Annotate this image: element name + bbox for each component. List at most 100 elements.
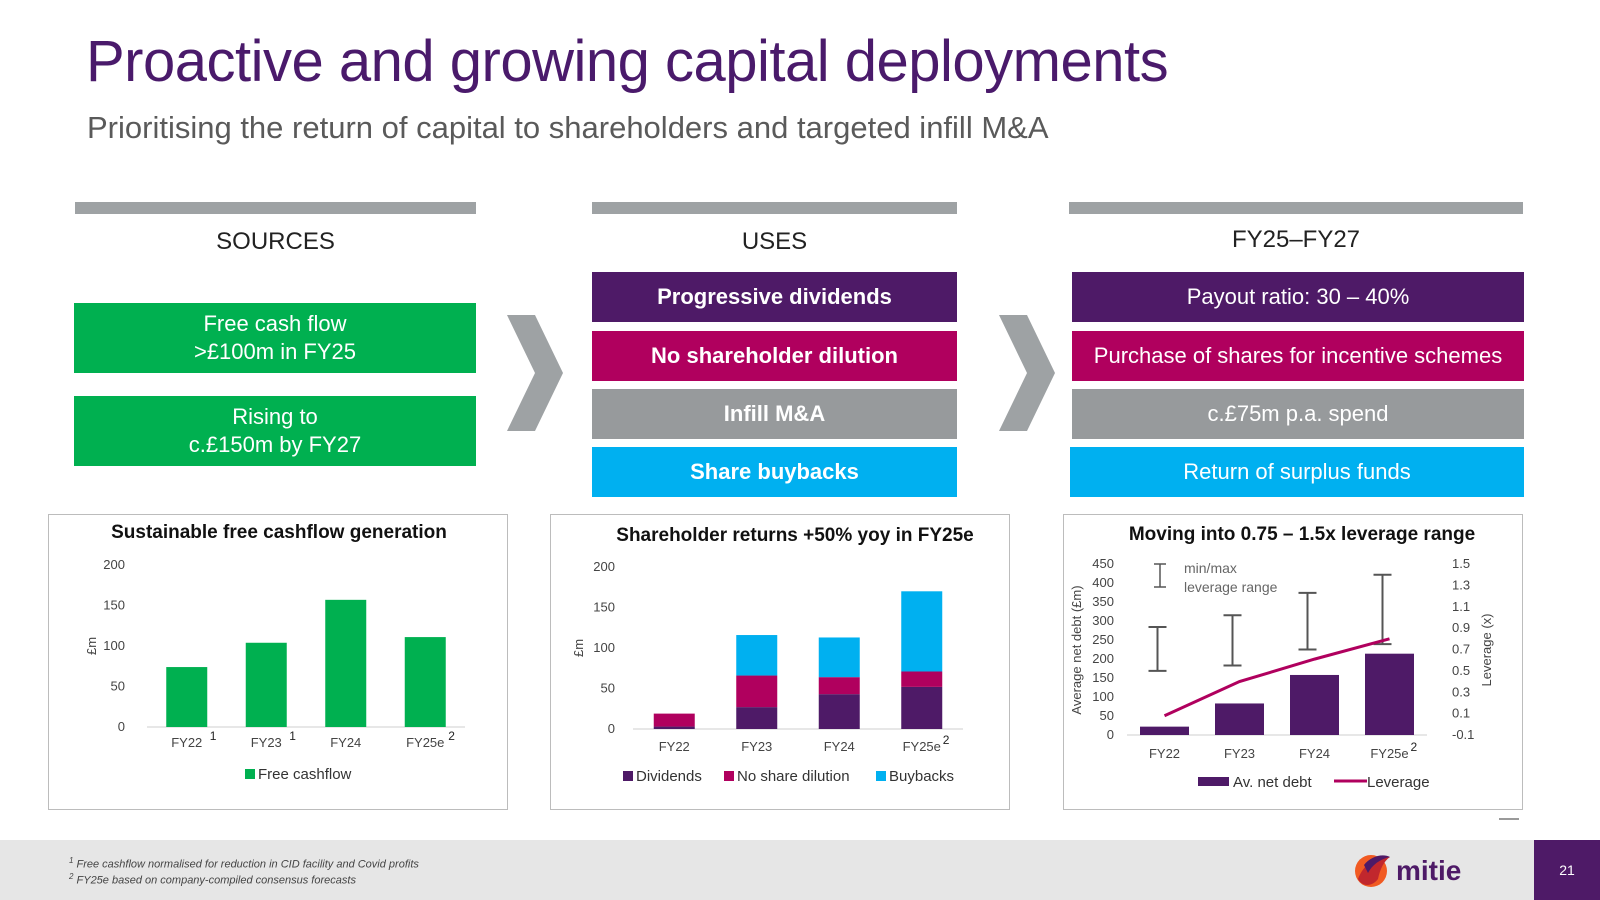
bar-dividends [818, 694, 860, 729]
page-number: 21 [1534, 840, 1600, 900]
chevron-right-icon [507, 315, 563, 431]
rising-to-line2: c.£150m by FY27 [188, 432, 362, 457]
y-tick-label: 200 [103, 557, 125, 572]
bar-av-net-debt [1140, 726, 1189, 735]
y-tick-label: 150 [103, 598, 125, 613]
uses-heading: USES [741, 228, 808, 255]
y-tick-label: 200 [1092, 651, 1114, 666]
x-tick-label: FY25e [406, 735, 444, 750]
x-tick-superscript: 1 [210, 729, 217, 743]
x-tick-label: FY22 [659, 739, 690, 754]
bar-av-net-debt [1365, 653, 1414, 735]
divider-dash [1499, 818, 1519, 820]
y2-axis-label: Leverage (x) [1479, 614, 1494, 687]
y-tick-label: 0 [1107, 727, 1114, 742]
y-tick-label: 50 [111, 679, 125, 694]
leverage-chart-panel: Moving into 0.75 – 1.5x leverage range 0 5… [1063, 514, 1523, 810]
x-tick-superscript: 2 [448, 729, 455, 743]
free-cashflow-chart: Sustainable free cashflow generation 0 50 1… [84, 522, 465, 783]
legend-label-leverage: Leverage [1367, 774, 1430, 791]
y-tick-label: 250 [1092, 632, 1114, 647]
legend-range-label-line1: min/max [1184, 560, 1237, 576]
chart-title: Moving into 0.75 – 1.5x leverage range [1129, 524, 1475, 545]
x-tick-label: FY24 [330, 735, 361, 750]
leverage-chart: Moving into 0.75 – 1.5x leverage range 0 5… [1069, 524, 1494, 791]
y-tick-label: 50 [601, 681, 615, 696]
y-tick-label: 350 [1092, 594, 1114, 609]
x-tick-label: FY23 [251, 735, 282, 750]
page-subtitle: Prioritising the return of capital to sh… [87, 110, 1049, 145]
y-tick-label: 0 [118, 719, 125, 734]
uses-item-share-buybacks: Share buybacks [592, 447, 957, 497]
target-item-purchase-shares: Purchase of shares for incentive schemes [1072, 331, 1524, 381]
bar-no-share-dilution [901, 671, 943, 687]
x-tick-label: FY23 [741, 739, 772, 754]
target-item-surplus-funds: Return of surplus funds [1070, 447, 1524, 497]
x-tick-superscript: 2 [1411, 740, 1418, 754]
uses-item-no-shareholder-dilution: No shareholder dilution [592, 331, 957, 381]
mitie-logo: mitie [1355, 855, 1461, 887]
y2-tick-label: 1.3 [1452, 577, 1470, 592]
free-cash-flow-line2: >£100m in FY25 [193, 339, 357, 364]
mitie-logo-mark [1355, 855, 1390, 887]
bar-no-share-dilution [818, 677, 860, 695]
x-tick-label: FY22 [1149, 746, 1180, 761]
y-tick-label: 450 [1092, 556, 1114, 571]
uses-header-bar [592, 202, 957, 214]
legend-swatch-buybacks [876, 771, 886, 781]
page-title: Proactive and growing capital deployment… [86, 29, 1169, 94]
y-tick-label: 150 [593, 600, 615, 615]
bar-free-cashflow [325, 599, 367, 727]
y2-tick-label: 1.5 [1452, 556, 1470, 571]
y-axis-label: £m [84, 637, 99, 655]
bar-dividends [736, 707, 778, 729]
y-tick-label: 400 [1092, 575, 1114, 590]
chart-title: Shareholder returns +50% yoy in FY25e [616, 525, 973, 546]
legend-swatch-dividends [623, 771, 633, 781]
legend-label-no-share-dilution: No share dilution [737, 768, 850, 785]
legend-label-buybacks: Buybacks [889, 768, 954, 785]
y2-tick-label: 0.7 [1452, 642, 1470, 657]
y2-tick-label: 0.1 [1452, 706, 1470, 721]
bar-no-share-dilution [736, 675, 778, 708]
y-tick-label: 200 [593, 559, 615, 574]
line-leverage [1163, 637, 1390, 718]
y-tick-label: 150 [1092, 670, 1114, 685]
y-tick-label: 50 [1100, 708, 1114, 723]
x-tick-label: FY24 [824, 739, 855, 754]
footnote-1-text: Free cashflow normalised for reduction i… [73, 858, 419, 871]
x-tick-label: FY25e [903, 739, 941, 754]
bar-av-net-debt [1290, 674, 1339, 735]
free-cash-flow-line1: Free cash flow [203, 311, 347, 336]
y2-tick-label: 0.5 [1452, 663, 1470, 678]
chevron-right-icon [999, 315, 1055, 431]
x-tick-label: FY24 [1299, 746, 1330, 761]
footnote-1: 1 Free cashflow normalised for reduction… [69, 856, 419, 871]
y-tick-label: 300 [1092, 613, 1114, 628]
footnote-2-marker: 2 [69, 872, 74, 881]
footnote-1-marker: 1 [69, 856, 74, 865]
y2-tick-label: 0.3 [1452, 684, 1470, 699]
y-tick-label: 100 [1092, 689, 1114, 704]
legend-label-free-cashflow: Free cashflow [258, 766, 352, 783]
bar-free-cashflow [166, 667, 208, 727]
bar-free-cashflow [245, 642, 287, 727]
x-tick-superscript: 1 [289, 729, 296, 743]
footer-bar [0, 840, 1534, 900]
x-tick-label: FY25e [1370, 746, 1408, 761]
rising-to-box: Rising to c.£150m by FY27 [74, 396, 476, 466]
free-cash-flow-box: Free cash flow >£100m in FY25 [74, 303, 476, 373]
chart-title: Sustainable free cashflow generation [111, 522, 447, 543]
bar-buybacks [901, 591, 943, 672]
y-tick-label: 100 [103, 638, 125, 653]
legend-swatch-av-net-debt [1198, 777, 1229, 786]
legend-label-av-net-debt: Av. net debt [1233, 774, 1313, 791]
legend-swatch-free-cashflow [245, 769, 255, 779]
bar-free-cashflow [404, 637, 446, 727]
x-tick-superscript: 2 [943, 733, 950, 747]
x-tick-label: FY22 [171, 735, 202, 750]
targets-header-bar [1069, 202, 1523, 214]
legend-swatch-no-share-dilution [724, 771, 734, 781]
bar-dividends [653, 726, 695, 729]
bar-no-share-dilution [653, 713, 695, 727]
